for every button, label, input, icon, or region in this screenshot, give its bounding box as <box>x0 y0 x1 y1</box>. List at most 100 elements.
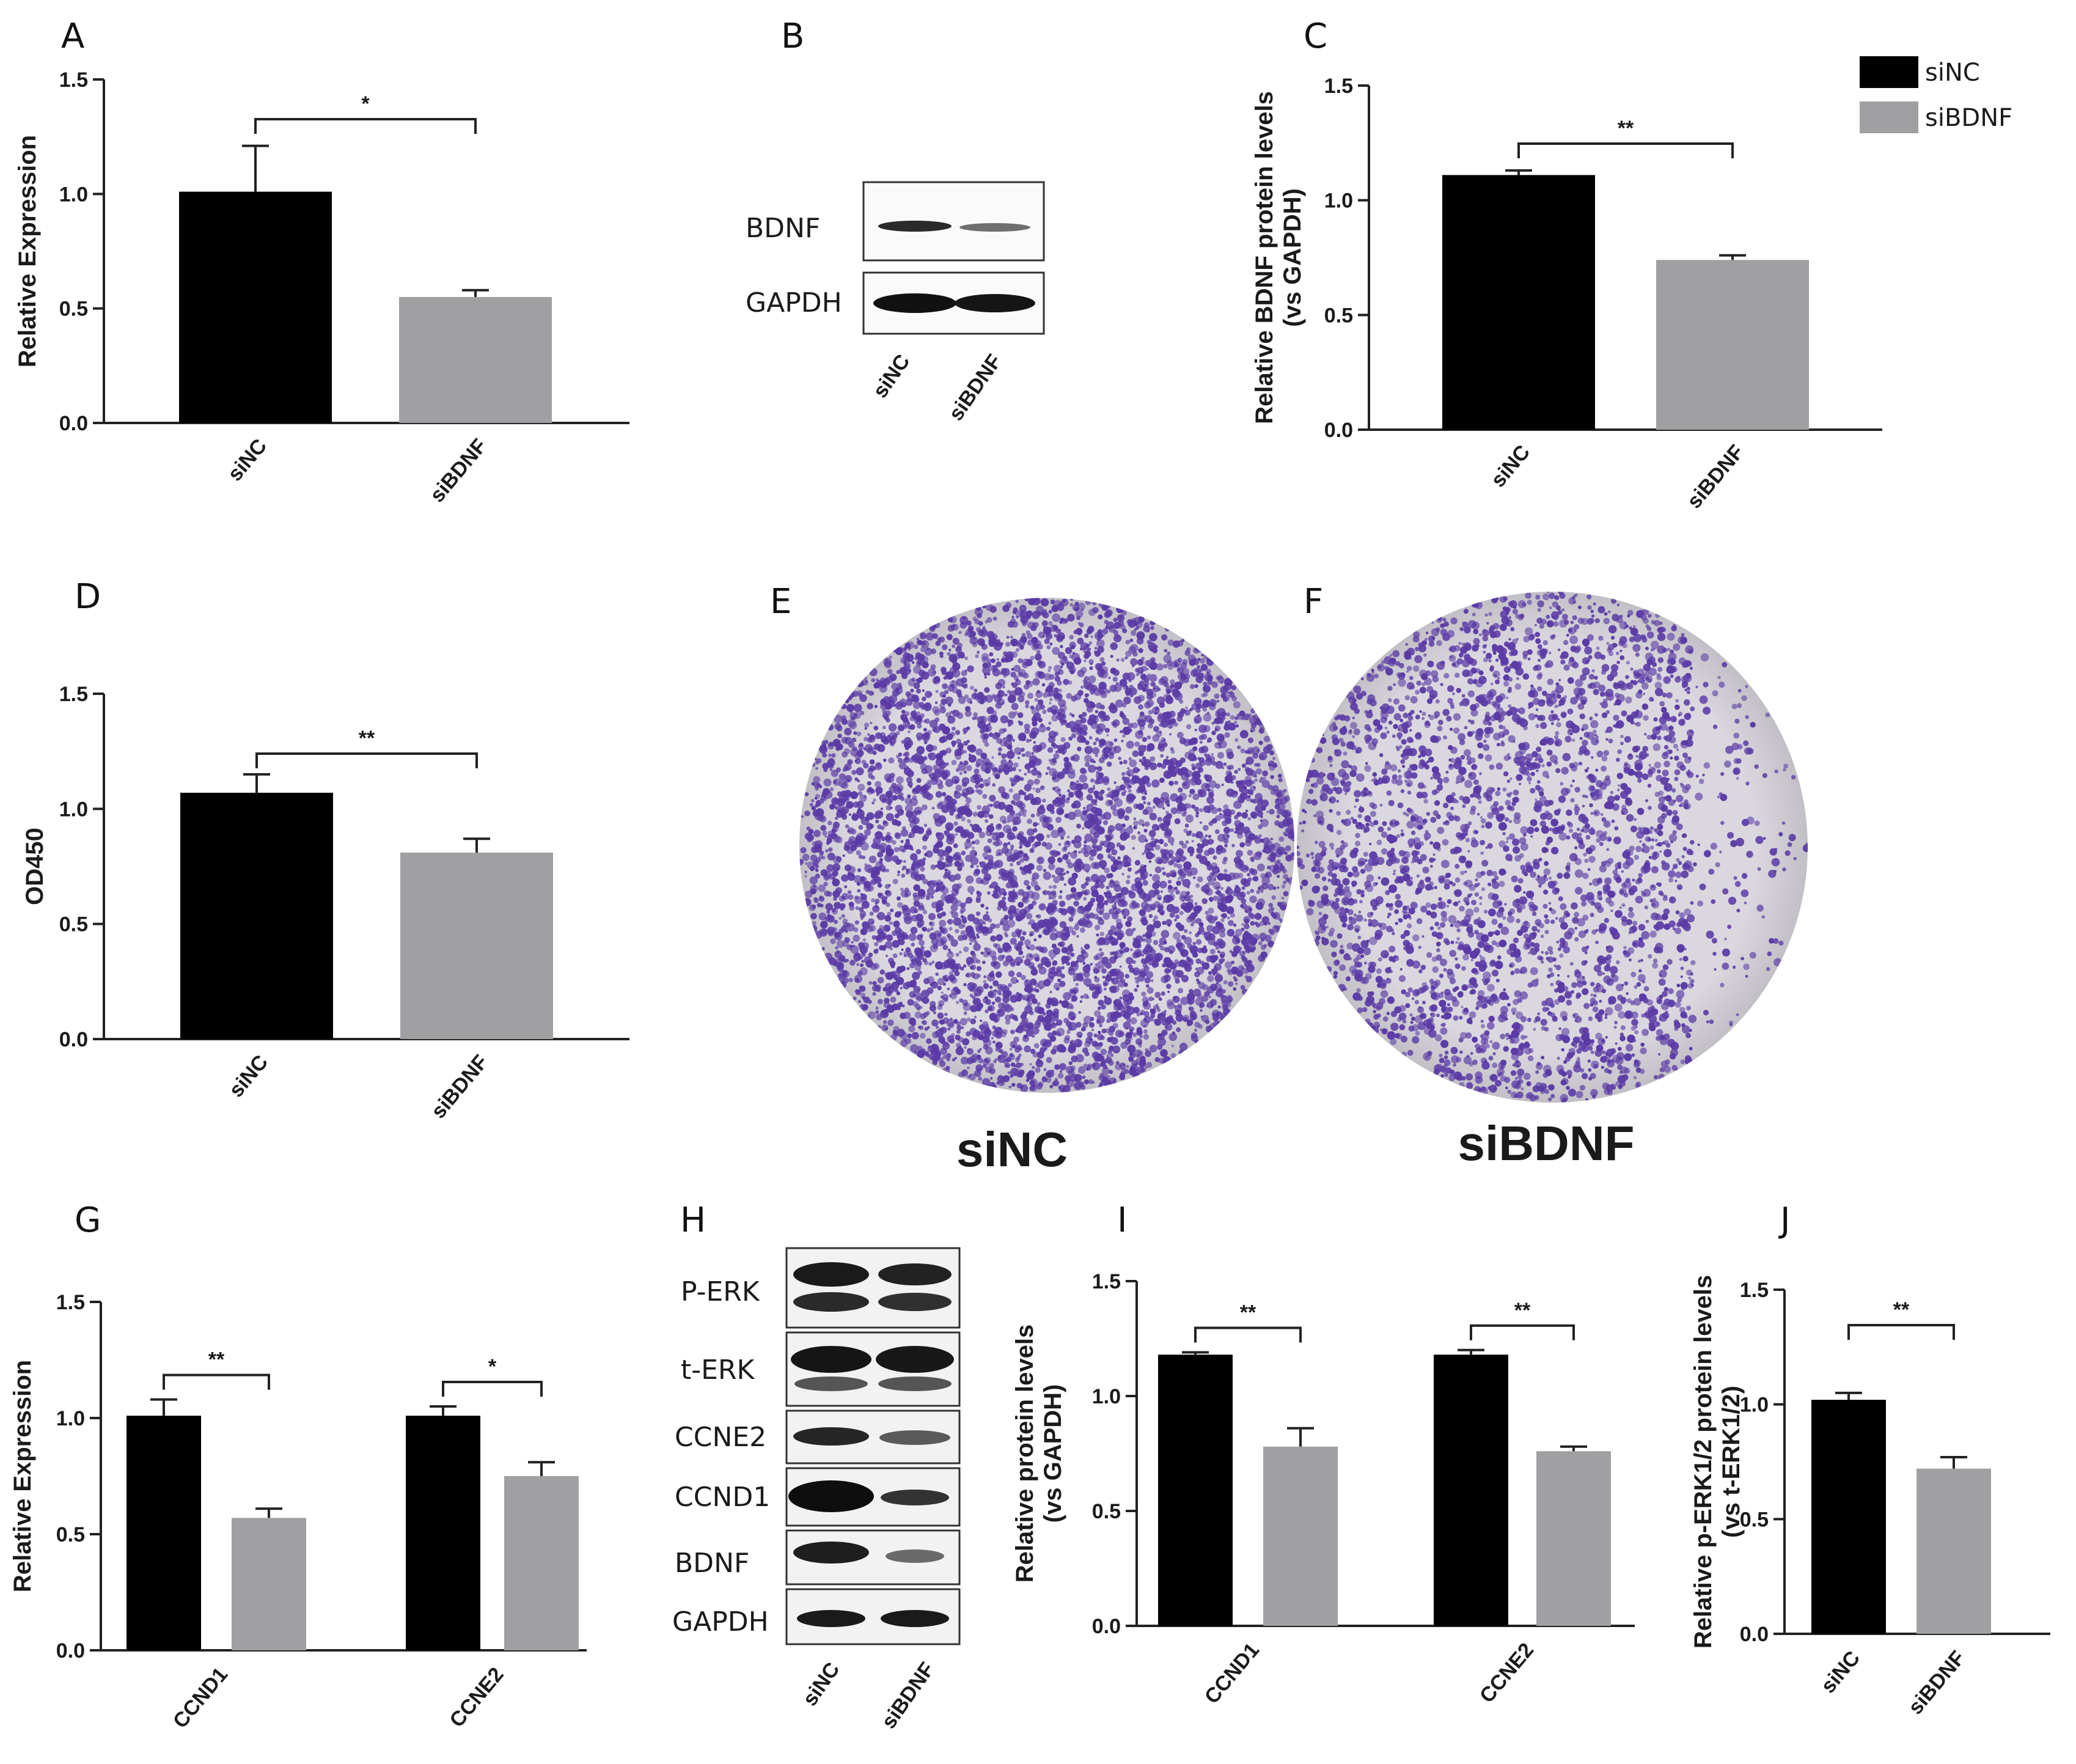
colony-dot <box>989 804 993 807</box>
colony-dot <box>981 926 989 934</box>
colony-dot <box>925 850 933 858</box>
colony-dot <box>1201 746 1209 753</box>
colony-dot <box>1058 1000 1063 1004</box>
colony-dot <box>972 847 975 850</box>
colony-dot <box>1053 982 1061 990</box>
colony-dot <box>983 845 991 853</box>
colony-dot <box>804 810 810 817</box>
colony-dot <box>979 1048 982 1051</box>
colony-dot <box>877 883 882 888</box>
colony-dot <box>856 801 864 809</box>
colony-dot <box>1223 804 1229 810</box>
colony-dot <box>928 962 933 966</box>
colony-dot <box>1027 693 1034 699</box>
colony-dot <box>953 843 958 848</box>
colony-dot <box>1129 1068 1136 1076</box>
colony-dot <box>1154 706 1159 711</box>
colony-dot <box>1058 628 1062 633</box>
colony-dot <box>1026 610 1033 617</box>
colony-dot <box>1129 948 1134 952</box>
colony-dot <box>818 854 824 859</box>
colony-dot <box>1197 930 1201 935</box>
colony-dot <box>961 817 966 821</box>
colony-dot <box>1098 1031 1101 1034</box>
colony-dot <box>1142 880 1148 886</box>
blot-b-frame-bdnf <box>862 181 1045 262</box>
colony-dot <box>1174 919 1177 922</box>
colony-dot <box>980 903 985 908</box>
colony-dot <box>1263 735 1271 743</box>
colony-dot <box>1225 889 1230 894</box>
colony-dot <box>1206 925 1214 932</box>
colony-dot <box>966 697 972 704</box>
colony-dot <box>885 710 891 716</box>
colony-dot <box>1249 937 1258 946</box>
colony-dot <box>978 783 984 788</box>
colony-dot <box>992 664 998 671</box>
colony-dot <box>1113 745 1121 754</box>
colony-dot <box>1077 622 1081 625</box>
colony-dot <box>1045 1003 1051 1009</box>
colony-dot <box>1105 974 1112 982</box>
colony-dot <box>1031 1026 1040 1035</box>
colony-dot <box>1208 907 1214 914</box>
colony-dot <box>1095 715 1098 718</box>
colony-dot <box>1270 788 1277 795</box>
colony-dot <box>1124 1069 1129 1074</box>
colony-dot <box>1015 992 1021 997</box>
colony-dot <box>1132 847 1135 850</box>
colony-dot <box>1197 757 1201 760</box>
colony-dot <box>1077 669 1085 677</box>
colony-dot <box>974 852 977 856</box>
colony-dot <box>929 922 933 925</box>
colony-dot <box>1015 1062 1022 1068</box>
colony-dot <box>949 710 953 715</box>
colony-dot <box>997 947 1003 954</box>
colony-dot <box>862 855 866 859</box>
colony-dot <box>1267 883 1274 891</box>
colony-dot <box>1057 978 1062 983</box>
colony-dot <box>1106 603 1111 609</box>
colony-dot <box>981 656 989 664</box>
colony-dot <box>1074 607 1079 612</box>
colony-dot <box>1051 605 1059 612</box>
colony-dot <box>1158 839 1164 845</box>
chart-i-ccne2-significance-bracket <box>1470 1324 1575 1340</box>
colony-dot <box>986 603 994 611</box>
colony-dot <box>1260 819 1263 823</box>
colony-dot <box>1024 983 1033 993</box>
colony-dot <box>1157 746 1161 750</box>
colony-dot <box>905 871 909 875</box>
colony-dot <box>1090 635 1093 639</box>
colony-dot <box>1055 817 1062 823</box>
colony-dot <box>892 953 898 958</box>
colony-dot <box>857 791 863 796</box>
panel-letter-f: F <box>1304 582 1323 622</box>
colony-dot <box>1217 834 1226 842</box>
colony-dot <box>980 1020 983 1023</box>
colony-dot <box>1115 950 1123 958</box>
colony-dot <box>1206 740 1209 743</box>
colony-dot <box>834 902 842 910</box>
colony-dot <box>1104 619 1109 625</box>
colony-dot <box>1032 900 1037 906</box>
colony-dot <box>1012 1015 1018 1021</box>
colony-dot <box>883 924 890 932</box>
colony-dot <box>1205 883 1209 888</box>
colony-dot <box>1006 636 1010 639</box>
colony-dot <box>1086 705 1093 713</box>
colony-dot <box>955 784 963 792</box>
colony-dot <box>877 999 883 1005</box>
colony-dot <box>1203 713 1212 722</box>
colony-dot <box>904 916 912 925</box>
colony-dot <box>973 973 980 980</box>
colony-dot <box>873 963 880 969</box>
colony-dot <box>922 836 928 842</box>
colony-dot <box>1167 880 1172 884</box>
colony-dot <box>976 627 981 633</box>
blot-h-band-ccne2-sinc <box>793 1427 869 1446</box>
colony-dot <box>1118 757 1121 760</box>
colony-dot <box>1029 944 1036 951</box>
colony-dot <box>955 953 959 957</box>
